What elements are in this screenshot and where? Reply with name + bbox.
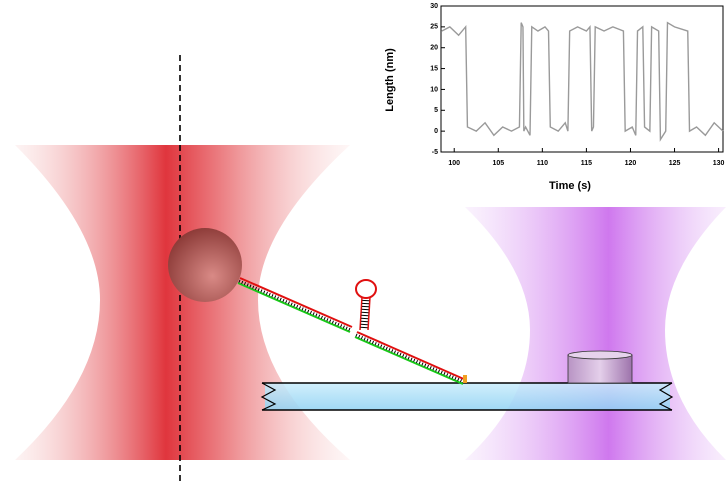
y-tick-label: 15 <box>430 65 438 72</box>
y-tick-label: 30 <box>430 3 438 10</box>
y-tick-label: 10 <box>430 86 438 93</box>
x-tick-label: 125 <box>669 160 681 167</box>
x-axis-label: Time (s) <box>549 180 591 192</box>
x-tick-label: 110 <box>537 160 548 167</box>
y-tick-label: -5 <box>432 149 438 156</box>
glass-slide <box>262 383 672 410</box>
y-tick-label: 25 <box>430 24 438 31</box>
y-tick-label: 5 <box>434 107 438 114</box>
x-tick-label: 105 <box>492 160 504 167</box>
cylinder <box>568 351 632 383</box>
purple-laser-beam <box>465 207 726 460</box>
x-tick-label: 115 <box>581 160 592 167</box>
x-tick-label: 130 <box>713 160 725 167</box>
bead <box>168 228 242 302</box>
y-tick-label: 0 <box>434 128 438 135</box>
plot-frame <box>441 6 723 152</box>
figure: Time (s) Length (nm) -5 0 5 10 15 20 25 30 100 10… <box>0 0 726 484</box>
x-tick-label: 100 <box>448 160 460 167</box>
red-laser-beam <box>15 145 350 460</box>
x-tick-label: 120 <box>625 160 637 167</box>
y-tick-label: 20 <box>430 45 438 52</box>
inset-chart: Time (s) Length (nm) -5 0 5 10 15 20 25 30 100 10… <box>384 3 725 192</box>
page: {"chart_data": {"type": "line", "x_label… <box>0 0 726 484</box>
y-axis-label: Length (nm) <box>384 48 396 112</box>
